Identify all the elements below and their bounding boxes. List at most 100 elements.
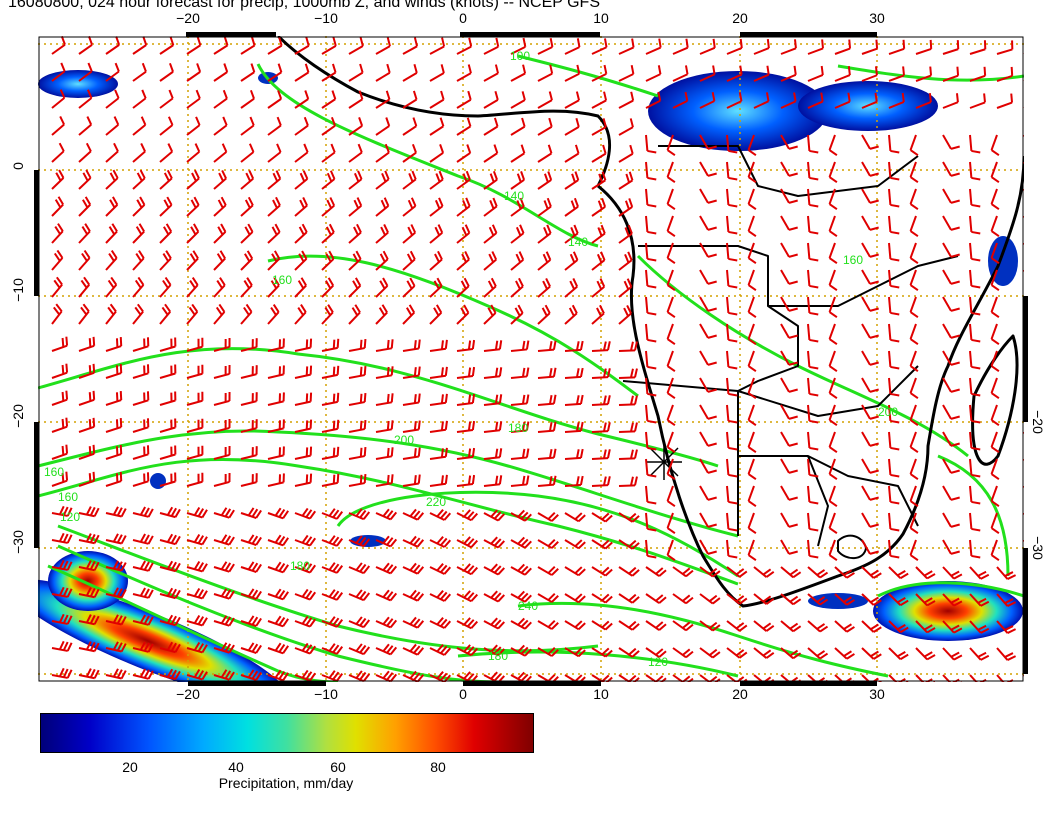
wind-barb [618, 171, 634, 190]
wind-barb [564, 144, 580, 163]
wind-barb [942, 647, 963, 661]
wind-barb [564, 620, 586, 631]
wind-barb [645, 91, 662, 109]
wind-barb [78, 36, 93, 55]
wind-barb [909, 134, 919, 157]
wind-barb [429, 617, 452, 629]
wind-barb [942, 566, 963, 580]
lon-tick-top: 10 [593, 10, 609, 26]
wind-barb [267, 63, 283, 82]
wind-barb [828, 161, 838, 184]
wind-barb [834, 39, 852, 55]
wind-barb [186, 587, 208, 600]
wind-barb [726, 161, 738, 181]
wind-barb [888, 593, 909, 607]
wind-barb [429, 509, 452, 521]
wind-barb [213, 143, 228, 163]
wind-barb [747, 485, 757, 508]
wind-barb [78, 506, 100, 518]
wind-barb [240, 615, 262, 627]
wind-barb [564, 512, 586, 523]
wind-barb [726, 215, 738, 235]
wind-barb [294, 561, 317, 574]
wind-barb [726, 92, 743, 109]
wind-barb [348, 143, 363, 163]
wind-barb [780, 134, 798, 150]
wind-barb [456, 590, 479, 603]
wind-barb [402, 393, 421, 406]
wind-barb [186, 641, 208, 654]
wind-barb [240, 419, 258, 433]
contour-label: 140 [504, 189, 524, 203]
wind-barb [348, 643, 371, 656]
wind-barb [909, 350, 919, 373]
wind-barb [375, 670, 398, 682]
wind-barb [51, 169, 65, 190]
wind-barb [186, 250, 199, 271]
wind-barb [240, 507, 262, 519]
wind-barb [888, 620, 909, 634]
frame-tick [740, 681, 877, 686]
wind-barb [267, 392, 285, 406]
wind-barb [942, 512, 960, 528]
wind-barb [537, 566, 559, 576]
wind-barb [942, 404, 960, 420]
country-border [658, 145, 919, 197]
wind-barb [888, 66, 905, 82]
wind-barb [321, 419, 340, 433]
wind-barb [834, 66, 851, 82]
wind-barb [213, 63, 229, 82]
wind-barb [213, 642, 235, 654]
wind-barb [267, 196, 281, 217]
wind-barb [969, 647, 990, 661]
wind-barb [747, 242, 757, 265]
wind-barb [888, 350, 900, 370]
country-border [638, 245, 799, 536]
wind-barb [132, 614, 154, 626]
wind-barb [969, 539, 981, 559]
wind-barb [747, 350, 757, 373]
wind-barb [294, 473, 313, 487]
wind-barb [456, 447, 476, 460]
wind-barb [510, 144, 526, 163]
wind-barb [294, 615, 317, 628]
wind-barb [348, 474, 367, 487]
wind-barb [294, 143, 309, 163]
wind-barb [726, 38, 743, 55]
wind-barb [51, 336, 69, 352]
wind-barb [51, 249, 64, 271]
wind-barb [294, 365, 313, 379]
wind-barb [186, 63, 202, 82]
wind-barb [159, 533, 181, 546]
wind-barb [537, 448, 557, 460]
wind-barb [375, 420, 394, 433]
wind-barb [780, 296, 798, 312]
wind-barb [969, 350, 981, 370]
wind-barb [321, 90, 337, 109]
wind-barb [186, 364, 204, 379]
wind-barb [618, 539, 640, 550]
wind-barb [888, 161, 900, 181]
wind-barb [699, 539, 717, 555]
wind-barb [780, 431, 798, 447]
wind-barb [666, 188, 676, 211]
wind-barb [537, 539, 559, 549]
wind-barb [402, 508, 425, 521]
wind-barb [861, 350, 879, 366]
lon-tick-bottom: 20 [732, 686, 748, 702]
lat-tick-right: −20 [1029, 410, 1046, 434]
wind-barb [915, 620, 936, 634]
wind-barb [375, 616, 398, 629]
wind-barb [51, 363, 69, 379]
wind-barb [510, 340, 530, 352]
wind-barb [942, 620, 963, 634]
wind-barb [186, 506, 208, 519]
wind-barb [990, 242, 1000, 265]
wind-barb [888, 485, 900, 505]
wind-barb [213, 391, 231, 406]
wind-barb [375, 143, 390, 163]
wind-barb [618, 422, 638, 433]
wind-barb [861, 134, 879, 150]
wind-barb [105, 89, 120, 109]
colorbar-tick: 20 [122, 759, 138, 775]
